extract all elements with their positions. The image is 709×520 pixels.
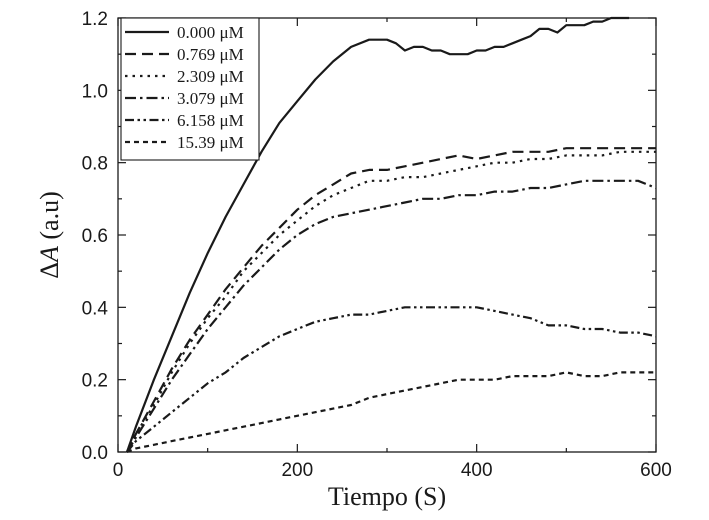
series-line-5: [126, 306, 657, 453]
y-axis-title-prefix: Δ: [35, 262, 64, 279]
legend-label-1: 0.000 μM: [177, 23, 244, 42]
y-tick-label: 0.0: [82, 443, 108, 464]
y-tick-label: 0.8: [82, 154, 108, 175]
series-line-6: [126, 371, 656, 454]
x-tick-label: 200: [281, 460, 313, 481]
legend-box: [120, 17, 260, 161]
x-tick-label: 0: [113, 460, 124, 481]
axis-tick-labels: 0 200 400 600 0.0 0.2 0.4 0.6 0.8 1.0 1.2: [82, 9, 672, 481]
legend-label-6: 15.39 μM: [177, 133, 244, 152]
y-tick-label: 0.2: [82, 371, 108, 392]
y-tick-label: 1.0: [82, 81, 108, 102]
y-tick-label: 0.6: [82, 226, 108, 247]
x-axis-title: Tiempo (S): [328, 482, 446, 511]
legend-label-5: 6.158 μM: [177, 111, 244, 130]
y-tick-label: 1.2: [82, 9, 108, 30]
y-axis-title-suffix: (a.u): [35, 191, 64, 246]
legend-label-3: 2.309 μM: [177, 67, 244, 86]
y-axis-title-variable: A: [35, 246, 64, 264]
legend-label-2: 0.769 μM: [177, 45, 244, 64]
y-tick-label: 0.4: [82, 298, 109, 319]
x-tick-label: 400: [461, 460, 493, 481]
series-group: [125, 16, 657, 454]
series-line-2: [126, 147, 656, 453]
series-line-4: [126, 179, 657, 453]
series-line-3: [126, 150, 656, 453]
legend: 0.000 μM 0.769 μM 2.309 μM 3.079 μM 6.158 μM…: [120, 17, 260, 161]
x-tick-label: 600: [640, 460, 672, 481]
series-line-1: [125, 16, 630, 453]
y-axis-title: ΔA (a.u): [35, 191, 64, 278]
axis-ticks: [117, 17, 657, 453]
legend-label-4: 3.079 μM: [177, 89, 244, 108]
